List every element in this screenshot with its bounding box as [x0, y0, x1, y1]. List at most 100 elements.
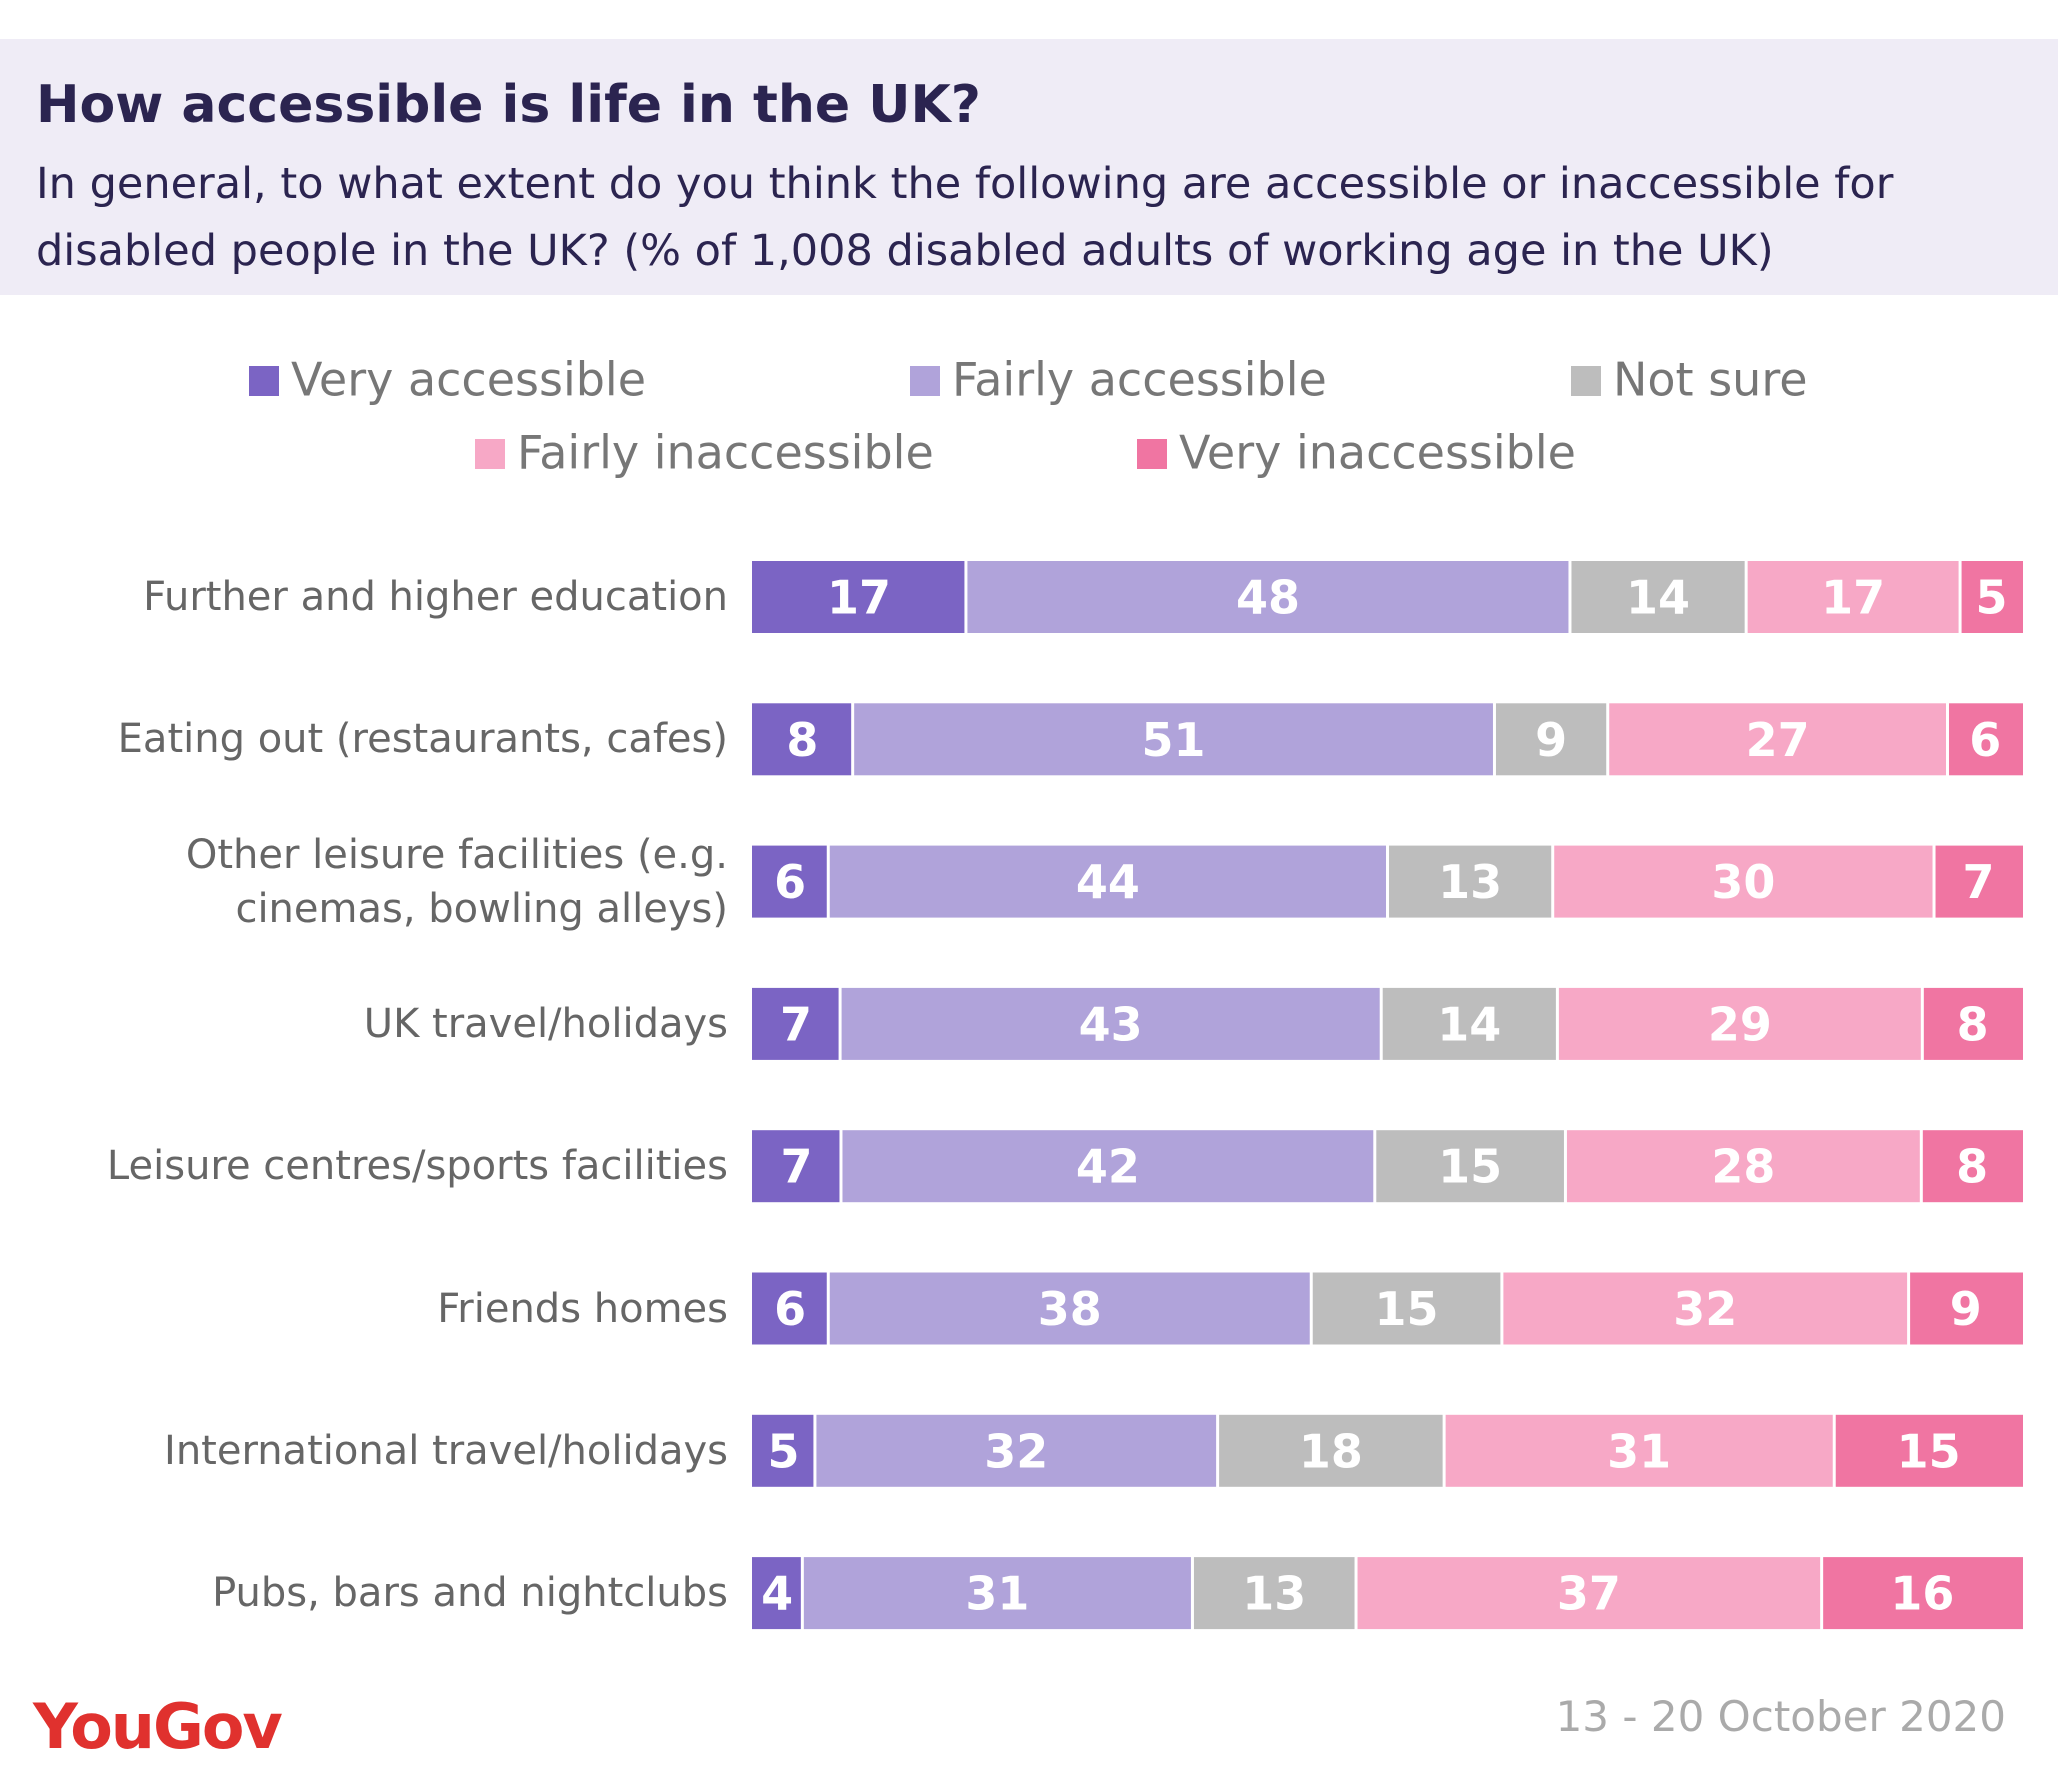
- value-label: 27: [1746, 713, 1810, 767]
- bar-segment: [1609, 703, 1946, 776]
- value-label: 16: [1890, 1567, 1954, 1621]
- bar-segment: [1835, 1414, 2023, 1487]
- bar-segment: [1747, 561, 1959, 633]
- legend-label: Fairly inaccessible: [517, 426, 934, 480]
- bar-segment: [752, 703, 852, 776]
- bar-segment: [803, 1557, 1191, 1630]
- bar-segment: [1389, 845, 1552, 918]
- value-label: 28: [1711, 1140, 1775, 1194]
- value-label: 14: [1626, 571, 1690, 625]
- bar-segment: [1558, 987, 1921, 1060]
- bar-segment: [842, 1130, 1374, 1203]
- value-label: 17: [827, 571, 891, 625]
- bar-segment: [752, 1557, 801, 1630]
- value-label: 8: [1956, 1140, 1988, 1194]
- legend-label: Fairly accessible: [952, 353, 1327, 407]
- legend-label: Not sure: [1613, 353, 1808, 407]
- bar-segment: [1193, 1557, 1355, 1630]
- bar-segment: [829, 1272, 1310, 1345]
- value-label: 13: [1242, 1567, 1306, 1621]
- value-label: 9: [1950, 1282, 1982, 1336]
- value-label: 6: [1969, 713, 2001, 767]
- value-label: 5: [767, 1424, 799, 1478]
- value-label: 32: [984, 1424, 1048, 1478]
- category-label: Pubs, bars and nightclubs: [212, 1570, 728, 1617]
- bar-segment: [752, 561, 965, 633]
- category-label: Friends homes: [437, 1285, 728, 1332]
- value-label: 18: [1299, 1424, 1363, 1478]
- category-label: Further and higher education: [143, 574, 728, 620]
- value-label: 6: [774, 855, 806, 909]
- legend-swatch: [249, 366, 279, 396]
- header: How accessible is life in the UK? In gen…: [0, 39, 2058, 295]
- bar-segment: [1445, 1414, 1833, 1487]
- value-label: 14: [1437, 997, 1501, 1051]
- value-label: 43: [1079, 997, 1143, 1051]
- value-label: 7: [780, 1140, 812, 1194]
- value-label: 15: [1375, 1282, 1439, 1336]
- legend-label: Very inaccessible: [1179, 426, 1576, 480]
- value-label: 32: [1673, 1282, 1737, 1336]
- bar-segment: [1961, 561, 2023, 633]
- value-label: 37: [1557, 1567, 1621, 1621]
- bar-segment: [1503, 1272, 1908, 1345]
- bar-segment: [752, 1130, 840, 1203]
- bar-segment: [1312, 1272, 1501, 1345]
- category-label: International travel/holidays: [164, 1427, 728, 1474]
- value-label: 8: [1957, 997, 1989, 1051]
- value-label: 51: [1142, 713, 1206, 767]
- value-label: 15: [1897, 1424, 1961, 1478]
- bar-segment: [1823, 1557, 2023, 1630]
- value-label: 29: [1708, 997, 1772, 1051]
- bar-segment: [967, 561, 1569, 633]
- legend-swatch: [910, 366, 940, 396]
- value-label: 5: [1976, 571, 2008, 625]
- value-label: 15: [1438, 1140, 1502, 1194]
- value-label: 38: [1038, 1282, 1102, 1336]
- bar-segment: [1948, 703, 2023, 776]
- bar-segment: [1554, 845, 1933, 918]
- bar-segment: [752, 1414, 814, 1487]
- bar-segment: [752, 845, 827, 918]
- bar-segment: [829, 845, 1386, 918]
- category-label: Other leisure facilities (e.g. cinemas, …: [185, 831, 728, 932]
- bar-segment: [1376, 1130, 1564, 1203]
- bar-segment: [841, 987, 1380, 1060]
- bar-segment: [854, 703, 1493, 776]
- value-label: 6: [774, 1282, 806, 1336]
- value-label: 7: [1963, 855, 1995, 909]
- bar-segment: [1219, 1414, 1443, 1487]
- bar-segment: [816, 1414, 1217, 1487]
- date: 13 - 20 October 2020: [1555, 1692, 2006, 1741]
- bar-segment: [752, 987, 839, 1060]
- value-label: 42: [1076, 1140, 1140, 1194]
- category-label: UK travel/holidays: [363, 1000, 728, 1047]
- value-label: 31: [965, 1567, 1029, 1621]
- value-label: 48: [1236, 571, 1300, 625]
- bar-segment: [1923, 987, 2023, 1060]
- value-label: 8: [786, 713, 818, 767]
- value-label: 17: [1821, 571, 1885, 625]
- value-label: 30: [1711, 855, 1775, 909]
- bar-segment: [1382, 987, 1556, 1060]
- bar-segment: [1910, 1272, 2023, 1345]
- bar-segment: [1357, 1557, 1821, 1630]
- value-label: 44: [1076, 855, 1140, 909]
- bar-segment: [1571, 561, 1745, 633]
- chart-subtitle: In general, to what extent do you think …: [36, 159, 1894, 276]
- legend-swatch: [1571, 366, 1601, 396]
- source-logo: YouGov: [33, 1690, 283, 1763]
- bar-segment: [1566, 1130, 1920, 1203]
- value-label: 13: [1438, 855, 1502, 909]
- value-label: 4: [761, 1567, 793, 1621]
- value-label: 9: [1535, 713, 1567, 767]
- category-label: Eating out (restaurants, cafes): [117, 716, 728, 763]
- bar-segment: [1935, 845, 2023, 918]
- legend-swatch: [475, 439, 505, 469]
- bar-segment: [1495, 703, 1607, 776]
- value-label: 7: [780, 997, 812, 1051]
- bar-segment: [752, 1272, 827, 1345]
- legend-swatch: [1137, 439, 1167, 469]
